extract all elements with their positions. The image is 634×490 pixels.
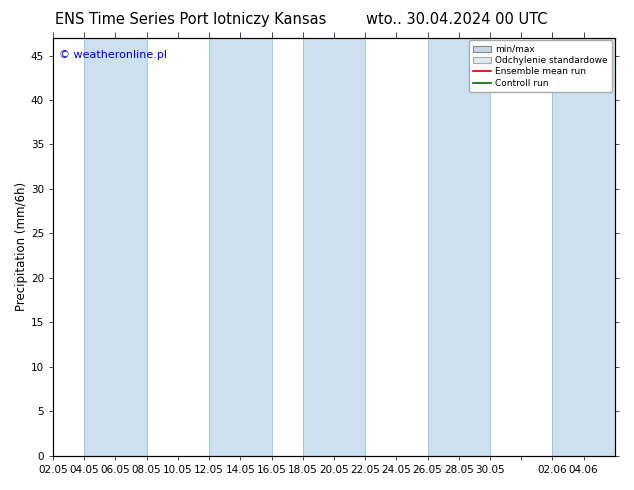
Bar bbox=[209, 38, 271, 456]
Text: © weatheronline.pl: © weatheronline.pl bbox=[59, 50, 167, 60]
Bar bbox=[552, 38, 615, 456]
Text: wto.. 30.04.2024 00 UTC: wto.. 30.04.2024 00 UTC bbox=[366, 12, 547, 27]
Bar bbox=[302, 38, 365, 456]
Y-axis label: Precipitation (mm/6h): Precipitation (mm/6h) bbox=[15, 182, 28, 312]
Legend: min/max, Odchylenie standardowe, Ensemble mean run, Controll run: min/max, Odchylenie standardowe, Ensembl… bbox=[469, 40, 612, 92]
Bar bbox=[427, 38, 490, 456]
Bar bbox=[84, 38, 146, 456]
Text: ENS Time Series Port lotniczy Kansas: ENS Time Series Port lotniczy Kansas bbox=[55, 12, 326, 27]
